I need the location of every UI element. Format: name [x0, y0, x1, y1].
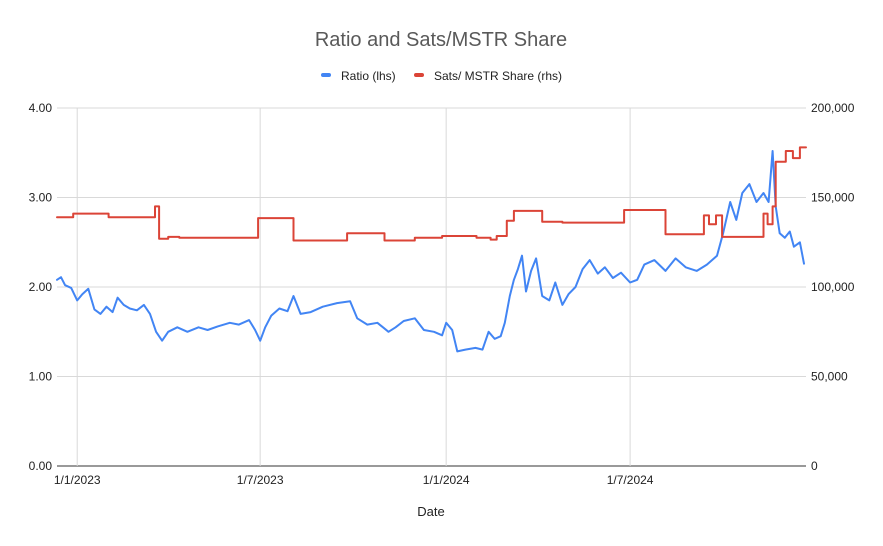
x-tick-label: 1/1/2023: [54, 473, 101, 487]
y-right-tick-label: 150,000: [811, 191, 855, 205]
legend-label-sats: Sats/ MSTR Share (rhs): [434, 69, 562, 83]
x-tick-label: 1/7/2023: [237, 473, 284, 487]
legend-swatch-ratio: [321, 73, 331, 77]
y-left-tick-label: 4.00: [29, 101, 53, 115]
y-right-tick-label: 50,000: [811, 370, 848, 384]
x-axis-title: Date: [417, 504, 444, 519]
legend-label-ratio: Ratio (lhs): [341, 69, 396, 83]
y-left-tick-label: 1.00: [29, 370, 53, 384]
series-layer: [56, 146, 807, 353]
legend-swatch-sats: [414, 73, 424, 77]
y-axis-left: 0.00 1.00 2.00 3.00 4.00: [29, 101, 53, 473]
gridlines: [57, 107, 806, 467]
y-right-tick-label: 0: [811, 459, 818, 473]
y-right-tick-label: 100,000: [811, 280, 855, 294]
y-left-tick-label: 2.00: [29, 280, 53, 294]
x-tick-label: 1/7/2024: [607, 473, 654, 487]
chart-title: Ratio and Sats/MSTR Share: [315, 29, 567, 51]
legend: Ratio (lhs) Sats/ MSTR Share (rhs): [321, 69, 562, 83]
series-line-sats-per-share: [56, 146, 807, 242]
y-right-tick-label: 200,000: [811, 101, 855, 115]
x-tick-label: 1/1/2024: [423, 473, 470, 487]
y-axis-right: 0 50,000 100,000 150,000 200,000: [811, 101, 855, 473]
x-axis: 1/1/2023 1/7/2023 1/1/2024 1/7/2024: [54, 473, 654, 487]
series-line-ratio: [56, 150, 805, 353]
y-left-tick-label: 0.00: [29, 459, 53, 473]
y-left-tick-label: 3.00: [29, 191, 53, 205]
